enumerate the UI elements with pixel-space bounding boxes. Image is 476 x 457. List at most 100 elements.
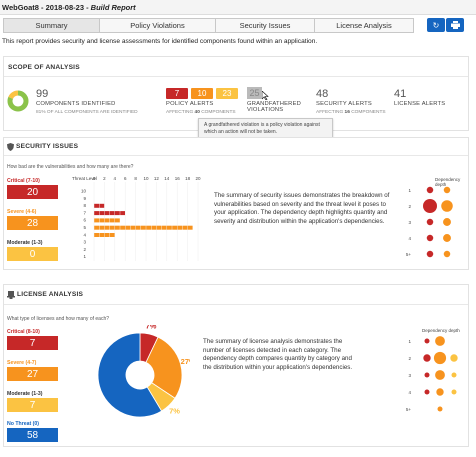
depth-dot-moderate (451, 389, 457, 395)
depth-label: 2 (408, 204, 411, 209)
depth-label: 2 (408, 356, 411, 361)
donut-percent-label: 7% (146, 325, 157, 331)
threat-bar-critical (99, 203, 105, 208)
threat-bar-severe (94, 225, 99, 230)
license-analysis-card: LICENSE ANALYSIS What type of licenses a… (3, 284, 469, 447)
depth-dot-critical (423, 354, 431, 362)
license-moderate-box[interactable]: Moderate (1-3) 7 (7, 391, 58, 412)
security-severe-box[interactable]: Severe (4-6) 28 (7, 209, 58, 230)
depth-dot-severe (436, 388, 444, 396)
license-severe-count: 27 (7, 367, 58, 381)
license-question: What type of licenses and how many of ea… (7, 316, 110, 322)
policy-alerts-sub: AFFECTING 40 COMPONENTS (166, 110, 236, 115)
divider (4, 304, 468, 305)
security-severe-count: 28 (7, 216, 58, 230)
threat-bar-severe (151, 225, 157, 230)
license-severe-box[interactable]: Severe (4-7) 27 (7, 360, 58, 381)
threat-bar-severe (104, 233, 110, 237)
depth-label: 1 (408, 339, 411, 344)
tab-policy-violations[interactable]: Policy Violations (99, 18, 216, 33)
print-icon (450, 21, 460, 29)
threat-bar-severe (125, 225, 131, 230)
threat-bar-severe (135, 225, 141, 230)
security-depth-title: Dependency depth (435, 177, 461, 187)
y-tick-label: 10 (81, 189, 87, 194)
y-tick-label: 9 (83, 196, 86, 201)
refresh-button[interactable]: ↻ (427, 18, 445, 32)
threat-bar-severe (94, 233, 99, 237)
depth-label: 4 (408, 390, 411, 395)
depth-dot-moderate (450, 354, 458, 362)
depth-dot-severe (435, 336, 445, 346)
tab-summary[interactable]: Summary (3, 18, 100, 33)
x-tick-label: 8 (134, 176, 137, 181)
intro-text: This report provides security and licens… (2, 38, 318, 45)
threat-bar-severe (187, 225, 193, 230)
threat-bar-severe (109, 233, 115, 237)
depth-label: 5+ (406, 407, 412, 412)
security-severe-label: Severe (4-6) (7, 209, 37, 215)
grandfathered-count[interactable]: 25 (247, 87, 262, 99)
donut-slice-severe (145, 336, 183, 399)
components-donut (7, 90, 29, 112)
y-tick-label: 2 (83, 247, 86, 252)
threat-bar-critical (120, 211, 125, 216)
depth-dot-critical (426, 218, 434, 226)
y-tick-label: 5 (83, 225, 86, 230)
license-critical-count: 7 (7, 336, 58, 350)
license-donut-chart: 7% 27% 7% (97, 325, 190, 418)
security-question: How bad are the vulnerabilities and how … (7, 164, 134, 170)
y-tick-label: 6 (83, 218, 86, 223)
cursor-icon (262, 91, 269, 100)
threat-bar-severe (99, 225, 105, 230)
license-critical-box[interactable]: Critical (8-10) 7 (7, 329, 58, 350)
license-alerts-count: 41 (394, 88, 407, 100)
depth-dot-severe (443, 250, 451, 258)
depth-dot-severe (435, 370, 445, 380)
x-tick-label: 4 (114, 176, 117, 181)
threat-bar-severe (99, 218, 105, 223)
depth-dot-critical (426, 250, 434, 258)
tab-security-issues[interactable]: Security Issues (215, 18, 315, 33)
policy-alert-moderate[interactable]: 23 (216, 88, 238, 99)
y-tick-label: 8 (83, 203, 86, 208)
threat-bar-severe (177, 225, 183, 230)
depth-dot-critical (426, 234, 434, 242)
scope-title: SCOPE OF ANALYSIS (8, 64, 80, 71)
refresh-icon: ↻ (432, 20, 440, 30)
threat-bar-severe (94, 218, 99, 223)
depth-label: 3 (408, 373, 411, 378)
license-none-box[interactable]: No Threat (0) 58 (7, 421, 58, 442)
policy-alert-severe[interactable]: 10 (191, 88, 213, 99)
donut-percent-label: 7% (169, 407, 180, 416)
threat-bar-severe (172, 225, 177, 230)
y-tick-label: 7 (83, 210, 86, 215)
security-alerts-sub: AFFECTING 16 COMPONENTS (316, 110, 386, 115)
policy-alert-critical[interactable]: 7 (166, 88, 188, 99)
print-button[interactable] (446, 18, 464, 32)
security-moderate-box[interactable]: Moderate (1-3) 0 (7, 240, 58, 261)
report-type: Build Report (90, 3, 136, 12)
depth-dot-severe (443, 234, 451, 242)
threat-bar-severe (146, 225, 151, 230)
x-tick-label: 18 (185, 176, 191, 181)
license-moderate-count: 7 (7, 398, 58, 412)
threat-axis-label: Threat Level (72, 176, 97, 181)
license-description: The summary of license analysis demonstr… (203, 338, 353, 371)
tab-license-analysis[interactable]: License Analysis (314, 18, 414, 33)
security-critical-box[interactable]: Critical (7-10) 20 (7, 178, 58, 199)
components-label: COMPONENTS IDENTIFIED (36, 101, 116, 107)
security-issues-card: SECURITY ISSUES How bad are the vulnerab… (3, 137, 469, 270)
x-tick-label: 16 (175, 176, 181, 181)
x-tick-label: 10 (143, 176, 149, 181)
donut-slice-no-threat (97, 332, 163, 418)
security-description: The summary of security issues demonstra… (214, 192, 390, 225)
shield-icon (7, 143, 14, 151)
license-severe-label: Severe (4-7) (7, 360, 37, 366)
report-tabs: Summary Policy Violations Security Issue… (3, 18, 415, 33)
x-tick-label: 2 (103, 176, 106, 181)
license-critical-label: Critical (8-10) (7, 329, 40, 335)
y-tick-label: 3 (83, 240, 86, 245)
x-tick-label: 6 (124, 176, 127, 181)
